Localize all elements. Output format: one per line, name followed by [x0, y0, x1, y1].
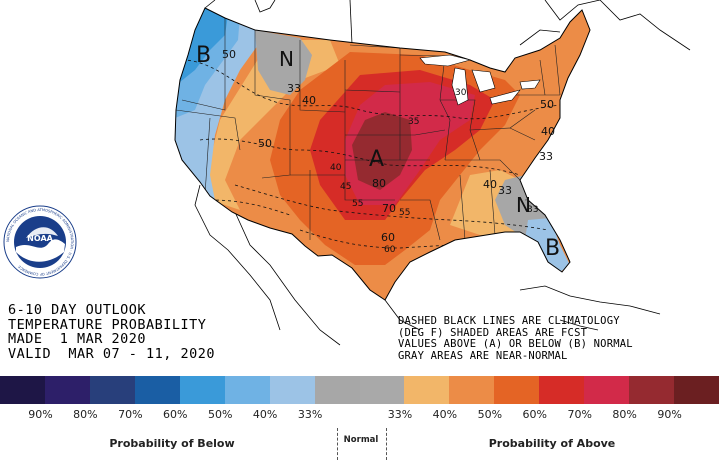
conus-outline: [174, 7, 591, 301]
category-letter-above-plains: A: [369, 147, 384, 172]
legend-swatch: [449, 376, 495, 404]
category-letters: B N A N B: [196, 43, 560, 261]
contour-label: 60: [381, 231, 395, 244]
contour-label: 33: [287, 82, 301, 95]
contour-label: 33: [527, 205, 538, 215]
shade-normal-northern-rockies: [255, 30, 312, 95]
contour-label: 35: [408, 117, 419, 127]
contour-label: 50: [540, 98, 554, 111]
contour-label: 50: [222, 48, 236, 61]
legend-swatch: [314, 376, 360, 404]
legend-normal-caption: Normal: [343, 435, 379, 445]
legend-swatch: [269, 376, 315, 404]
title-line-outlook: 6-10 DAY OUTLOOK: [8, 302, 147, 318]
title-line-probability: TEMPERATURE PROBABILITY: [8, 316, 207, 333]
legend-swatch: [404, 376, 450, 404]
legend-tick-labels: 90% 80% 70% 60% 50% 40% 33% 33% 40% 50% 60% 70% 80% 9…: [0, 404, 719, 424]
category-letter-below-florida: B: [545, 236, 560, 261]
note-line-4: GRAY AREAS ARE NEAR-NORMAL: [398, 349, 568, 362]
legend-color-bar: [0, 376, 719, 404]
legend-swatch: [584, 376, 630, 404]
legend-above-caption: Probability of Above: [488, 437, 616, 450]
contour-label: 60: [384, 245, 396, 255]
legend-tick-label: 33%: [387, 408, 413, 421]
noaa-logo-lettering: NOAA: [27, 234, 53, 243]
legend-swatch: [179, 376, 225, 404]
legend-below-caption: Probability of Below: [109, 437, 235, 450]
background-borders: [194, 0, 691, 346]
legend-swatch: [44, 376, 90, 404]
legend-tick-label: 90%: [28, 408, 53, 421]
contour-labels: 50 33 40 50 40 45 80 55 70 55 60 60 40 3…: [222, 48, 555, 255]
legend-swatch: [629, 376, 675, 404]
note-line-1: DASHED BLACK LINES ARE CLIMATOLOGY: [398, 315, 620, 327]
contour-label: 70: [382, 202, 396, 215]
great-lakes: [419, 54, 541, 106]
contour-label: 33: [498, 184, 512, 197]
shade-below-40-florida: [525, 218, 570, 272]
legend-tick-label: 80%: [612, 408, 637, 421]
legend-tick-label: 80%: [73, 408, 98, 421]
category-letter-normal-southeast: N: [516, 193, 531, 217]
legend-tick-label: 70%: [567, 408, 592, 421]
noaa-logo: NOAA NATIONAL OCEANIC AND ATMOSPHERIC AD…: [3, 205, 77, 279]
shade-above-90: [352, 112, 412, 190]
legend-swatch: [494, 376, 540, 404]
legend-swatch: [539, 376, 585, 404]
outlook-map: B N A N B 50 33 40 50 40 45 80 55 70 55 …: [3, 0, 691, 346]
title-line-valid: VALID MAR 07 - 11, 2020: [8, 345, 216, 362]
contour-label: 30: [455, 88, 467, 98]
title-line-made: MADE 1 MAR 2020: [8, 331, 147, 347]
legend-tick-label: 50%: [477, 408, 503, 421]
legend-swatch: [224, 376, 270, 404]
contour-label: 50: [258, 137, 272, 150]
legend-swatch: [0, 376, 45, 404]
title-block: 6-10 DAY OUTLOOK TEMPERATURE PROBABILITY M…: [8, 303, 215, 361]
state-boundaries: [175, 18, 561, 241]
category-letter-below-northwest: B: [196, 43, 211, 68]
contour-label: 40: [302, 94, 316, 107]
contour-label: 80: [372, 177, 386, 190]
category-letter-normal-rockies: N: [279, 47, 294, 71]
contour-label: 55: [399, 208, 410, 218]
note-line-2: (DEG F) SHADED AREAS ARE FCST: [398, 326, 588, 339]
legend-swatch: [359, 376, 405, 404]
legend-tick-label: 40%: [432, 408, 458, 421]
legend-tick-label: 40%: [252, 408, 278, 421]
legend-swatch: [134, 376, 180, 404]
legend-tick-label: 33%: [297, 408, 323, 421]
contour-label: 40: [541, 125, 555, 138]
legend-divider-left: [337, 428, 338, 460]
contour-label: 40: [330, 163, 342, 173]
legend-divider-right: [386, 428, 387, 460]
contour-label: 45: [340, 182, 351, 192]
contour-label: 55: [352, 199, 363, 209]
legend-tick-label: 60%: [163, 408, 188, 421]
legend-tick-label: 90%: [657, 408, 682, 421]
legend-swatch: [89, 376, 135, 404]
legend-tick-label: 50%: [207, 408, 233, 421]
note-line-3: VALUES ABOVE (A) OR BELOW (B) NORMAL: [398, 338, 633, 350]
legend-tick-label: 70%: [118, 408, 143, 421]
contour-label: 40: [483, 178, 497, 191]
legend-tick-label: 60%: [522, 408, 547, 421]
legend-swatch: [674, 376, 719, 404]
contour-label: 33: [539, 150, 553, 163]
notes-block: DASHED BLACK LINES ARE CLIMATOLOGY (DEG F…: [398, 315, 633, 362]
